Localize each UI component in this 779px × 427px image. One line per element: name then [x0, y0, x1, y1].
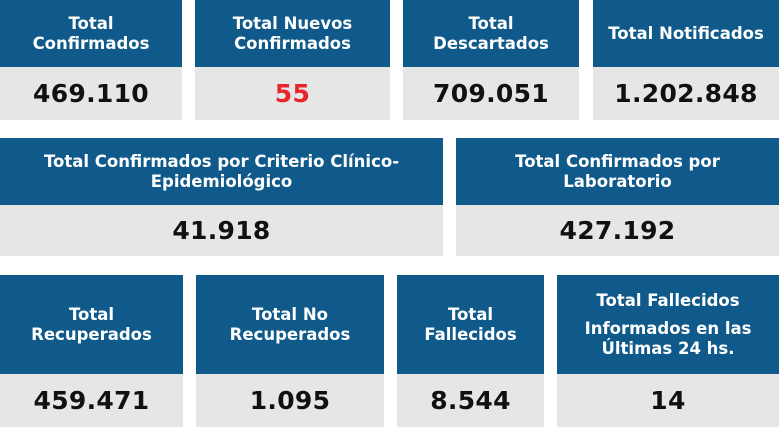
- card-title-line: Recuperados: [31, 325, 152, 345]
- card-title-line: Confirmados: [234, 34, 351, 54]
- card-title-line: Total: [68, 14, 113, 34]
- card-title-line: Confirmados: [33, 34, 150, 54]
- card-total-fallecidos: Total Fallecidos 8.544: [397, 275, 544, 427]
- card-value: 41.918: [0, 205, 443, 256]
- card-title-line: Recuperados: [230, 325, 351, 345]
- card-value: 55: [195, 67, 390, 120]
- card-confirmados-criterio-clinico: Total Confirmados por Criterio Clínico- …: [0, 138, 443, 256]
- card-title-line: Total: [448, 305, 493, 325]
- card-subtitle-line: Últimas 24 hs.: [601, 339, 734, 359]
- card-confirmados-laboratorio: Total Confirmados por Laboratorio 427.19…: [456, 138, 779, 256]
- card-fallecidos-ultimas-24h: Total Fallecidos Informados en las Últim…: [557, 275, 779, 427]
- card-value: 8.544: [397, 374, 544, 427]
- card-total-descartados: Total Descartados 709.051: [403, 0, 579, 120]
- card-header: Total Fallecidos: [397, 275, 544, 374]
- card-value: 459.471: [0, 374, 183, 427]
- card-header: Total Recuperados: [0, 275, 183, 374]
- card-subtitle-line: Informados en las: [585, 319, 752, 339]
- card-header: Total Descartados: [403, 0, 579, 67]
- card-header: Total No Recuperados: [196, 275, 384, 374]
- card-title-line: Total: [468, 14, 513, 34]
- card-title-line: Fallecidos: [424, 325, 516, 345]
- card-total-notificados: Total Notificados 1.202.848: [593, 0, 779, 120]
- card-header: Total Confirmados por Criterio Clínico- …: [0, 138, 443, 205]
- card-title-line: Epidemiológico: [151, 172, 293, 192]
- card-value: 1.095: [196, 374, 384, 427]
- card-title-line: Total Confirmados por: [515, 152, 720, 172]
- card-title-line: Laboratorio: [563, 172, 671, 192]
- card-total-no-recuperados: Total No Recuperados 1.095: [196, 275, 384, 427]
- card-header: Total Confirmados por Laboratorio: [456, 138, 779, 205]
- card-value: 14: [557, 374, 779, 427]
- card-header: Total Notificados: [593, 0, 779, 67]
- card-total-nuevos-confirmados: Total Nuevos Confirmados 55: [195, 0, 390, 120]
- card-header: Total Fallecidos Informados en las Últim…: [557, 275, 779, 374]
- card-title-line: Total Notificados: [608, 24, 764, 44]
- card-header: Total Confirmados: [0, 0, 182, 67]
- card-header: Total Nuevos Confirmados: [195, 0, 390, 67]
- card-value: 469.110: [0, 67, 182, 120]
- card-title-line: Total Confirmados por Criterio Clínico-: [44, 152, 399, 172]
- card-title-line: Total Nuevos: [233, 14, 352, 34]
- card-value: 427.192: [456, 205, 779, 256]
- card-value: 1.202.848: [593, 67, 779, 120]
- card-total-recuperados: Total Recuperados 459.471: [0, 275, 183, 427]
- card-title-line: Total Fallecidos: [596, 291, 739, 311]
- card-total-confirmados: Total Confirmados 469.110: [0, 0, 182, 120]
- card-title-line: Descartados: [433, 34, 549, 54]
- card-value: 709.051: [403, 67, 579, 120]
- card-title-line: Total No: [252, 305, 328, 325]
- card-title-line: Total: [69, 305, 114, 325]
